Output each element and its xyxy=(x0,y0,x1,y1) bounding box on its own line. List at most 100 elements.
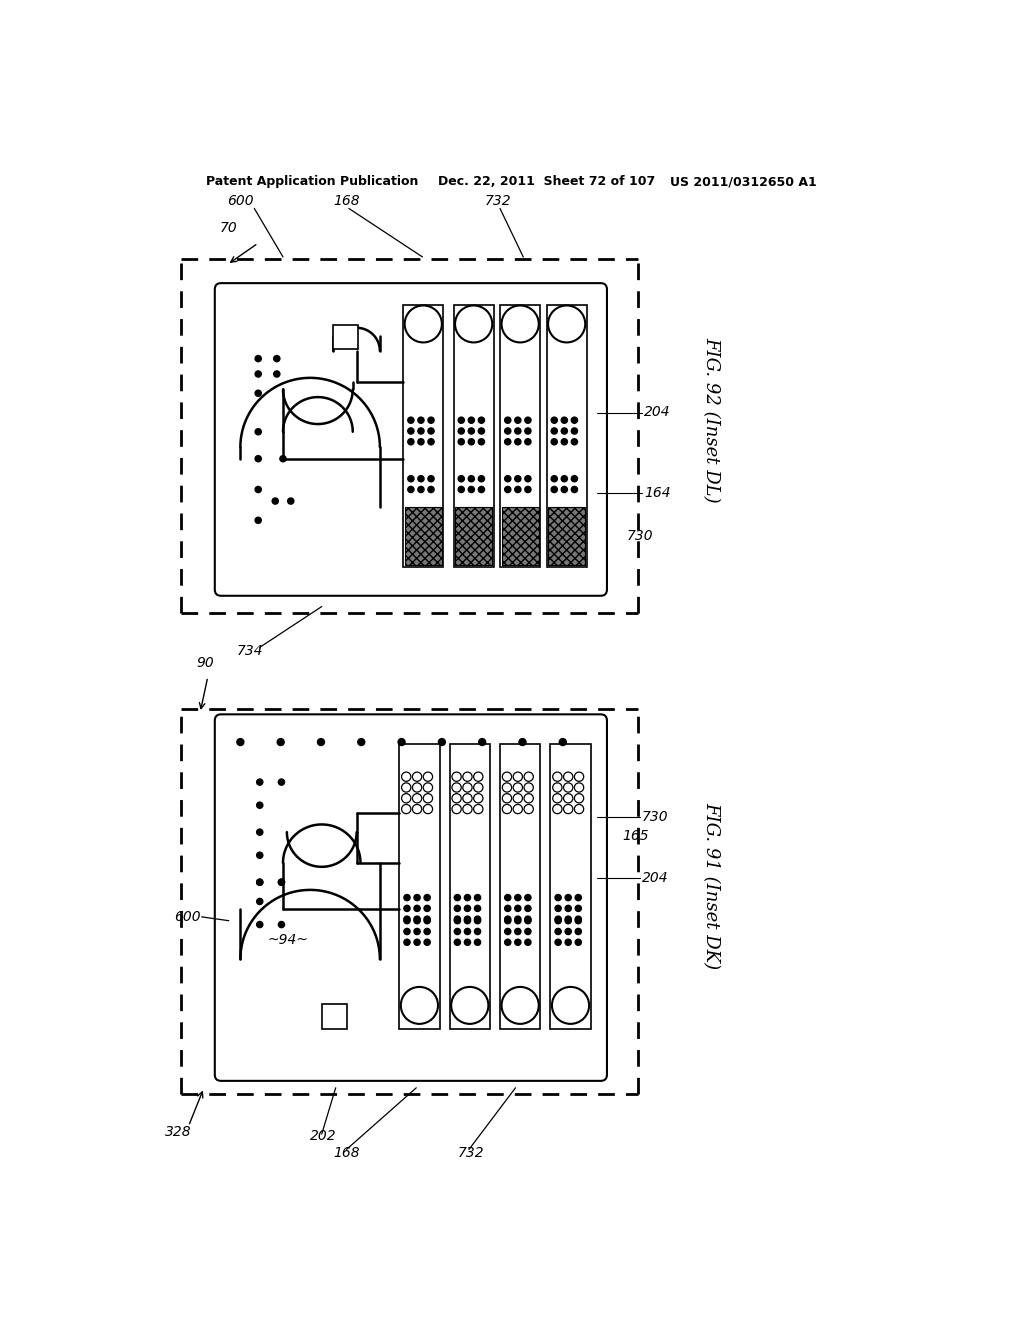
Bar xyxy=(502,507,539,565)
Circle shape xyxy=(575,928,582,935)
Circle shape xyxy=(403,895,410,900)
Circle shape xyxy=(458,417,464,424)
Circle shape xyxy=(551,475,557,482)
Circle shape xyxy=(400,987,438,1024)
Text: 202: 202 xyxy=(310,1129,337,1143)
Circle shape xyxy=(464,928,471,935)
Bar xyxy=(334,325,358,350)
Circle shape xyxy=(428,417,434,424)
Circle shape xyxy=(418,475,424,482)
Circle shape xyxy=(408,417,414,424)
Circle shape xyxy=(414,895,420,900)
Circle shape xyxy=(478,428,484,434)
Circle shape xyxy=(563,772,572,781)
Circle shape xyxy=(525,928,531,935)
Circle shape xyxy=(474,895,480,900)
Circle shape xyxy=(503,783,512,792)
Circle shape xyxy=(563,783,572,792)
Circle shape xyxy=(551,428,557,434)
Circle shape xyxy=(428,475,434,482)
Circle shape xyxy=(279,779,285,785)
Circle shape xyxy=(505,895,511,900)
Circle shape xyxy=(503,793,512,803)
Bar xyxy=(450,743,489,1028)
Circle shape xyxy=(468,417,474,424)
Circle shape xyxy=(574,772,584,781)
Circle shape xyxy=(317,739,325,746)
Circle shape xyxy=(555,895,561,900)
Circle shape xyxy=(503,772,512,781)
Circle shape xyxy=(525,486,531,492)
Circle shape xyxy=(571,428,578,434)
Circle shape xyxy=(255,486,261,492)
Circle shape xyxy=(571,475,578,482)
Circle shape xyxy=(458,486,464,492)
Circle shape xyxy=(571,438,578,445)
Circle shape xyxy=(565,928,571,935)
Text: Dec. 22, 2011  Sheet 72 of 107: Dec. 22, 2011 Sheet 72 of 107 xyxy=(438,176,655,187)
Circle shape xyxy=(357,739,365,746)
Circle shape xyxy=(458,438,464,445)
Circle shape xyxy=(257,921,263,928)
Text: US 2011/0312650 A1: US 2011/0312650 A1 xyxy=(671,176,817,187)
Bar xyxy=(500,743,541,1028)
Circle shape xyxy=(474,804,483,813)
Bar xyxy=(455,507,493,565)
Text: 90: 90 xyxy=(197,656,214,669)
Circle shape xyxy=(561,486,567,492)
Circle shape xyxy=(478,475,484,482)
Circle shape xyxy=(257,879,263,886)
Circle shape xyxy=(423,804,432,813)
Circle shape xyxy=(525,906,531,911)
Circle shape xyxy=(257,803,263,808)
Circle shape xyxy=(478,739,485,746)
Circle shape xyxy=(553,783,562,792)
Circle shape xyxy=(424,916,430,923)
Circle shape xyxy=(474,916,480,923)
Circle shape xyxy=(525,895,531,900)
Circle shape xyxy=(524,783,534,792)
Text: 70: 70 xyxy=(219,220,238,235)
Text: FIG. 91 (Inset DK): FIG. 91 (Inset DK) xyxy=(702,803,721,970)
Text: 730: 730 xyxy=(627,528,653,543)
Circle shape xyxy=(401,783,411,792)
Circle shape xyxy=(552,987,589,1024)
Circle shape xyxy=(255,429,261,434)
Circle shape xyxy=(279,879,285,886)
Circle shape xyxy=(575,895,582,900)
Circle shape xyxy=(255,517,261,524)
Circle shape xyxy=(565,940,571,945)
Circle shape xyxy=(575,916,582,923)
Text: 734: 734 xyxy=(237,644,263,659)
Circle shape xyxy=(515,428,521,434)
Circle shape xyxy=(455,916,461,923)
Circle shape xyxy=(505,475,511,482)
Circle shape xyxy=(505,906,511,911)
Circle shape xyxy=(257,853,263,858)
Circle shape xyxy=(423,772,432,781)
Circle shape xyxy=(278,739,285,746)
Circle shape xyxy=(464,916,471,923)
Circle shape xyxy=(401,804,411,813)
Circle shape xyxy=(571,417,578,424)
Circle shape xyxy=(574,793,584,803)
Circle shape xyxy=(403,928,410,935)
Circle shape xyxy=(413,804,422,813)
Circle shape xyxy=(553,793,562,803)
Circle shape xyxy=(418,438,424,445)
Circle shape xyxy=(515,928,521,935)
Circle shape xyxy=(505,486,511,492)
Circle shape xyxy=(563,804,572,813)
Text: 165: 165 xyxy=(623,829,649,843)
FancyBboxPatch shape xyxy=(215,284,607,595)
Circle shape xyxy=(524,772,534,781)
Circle shape xyxy=(561,428,567,434)
Circle shape xyxy=(257,829,263,836)
Text: 164: 164 xyxy=(644,486,671,500)
Circle shape xyxy=(561,475,567,482)
Text: 168: 168 xyxy=(334,1146,360,1160)
Circle shape xyxy=(255,455,261,462)
Circle shape xyxy=(561,438,567,445)
Circle shape xyxy=(575,906,582,911)
Circle shape xyxy=(452,772,461,781)
